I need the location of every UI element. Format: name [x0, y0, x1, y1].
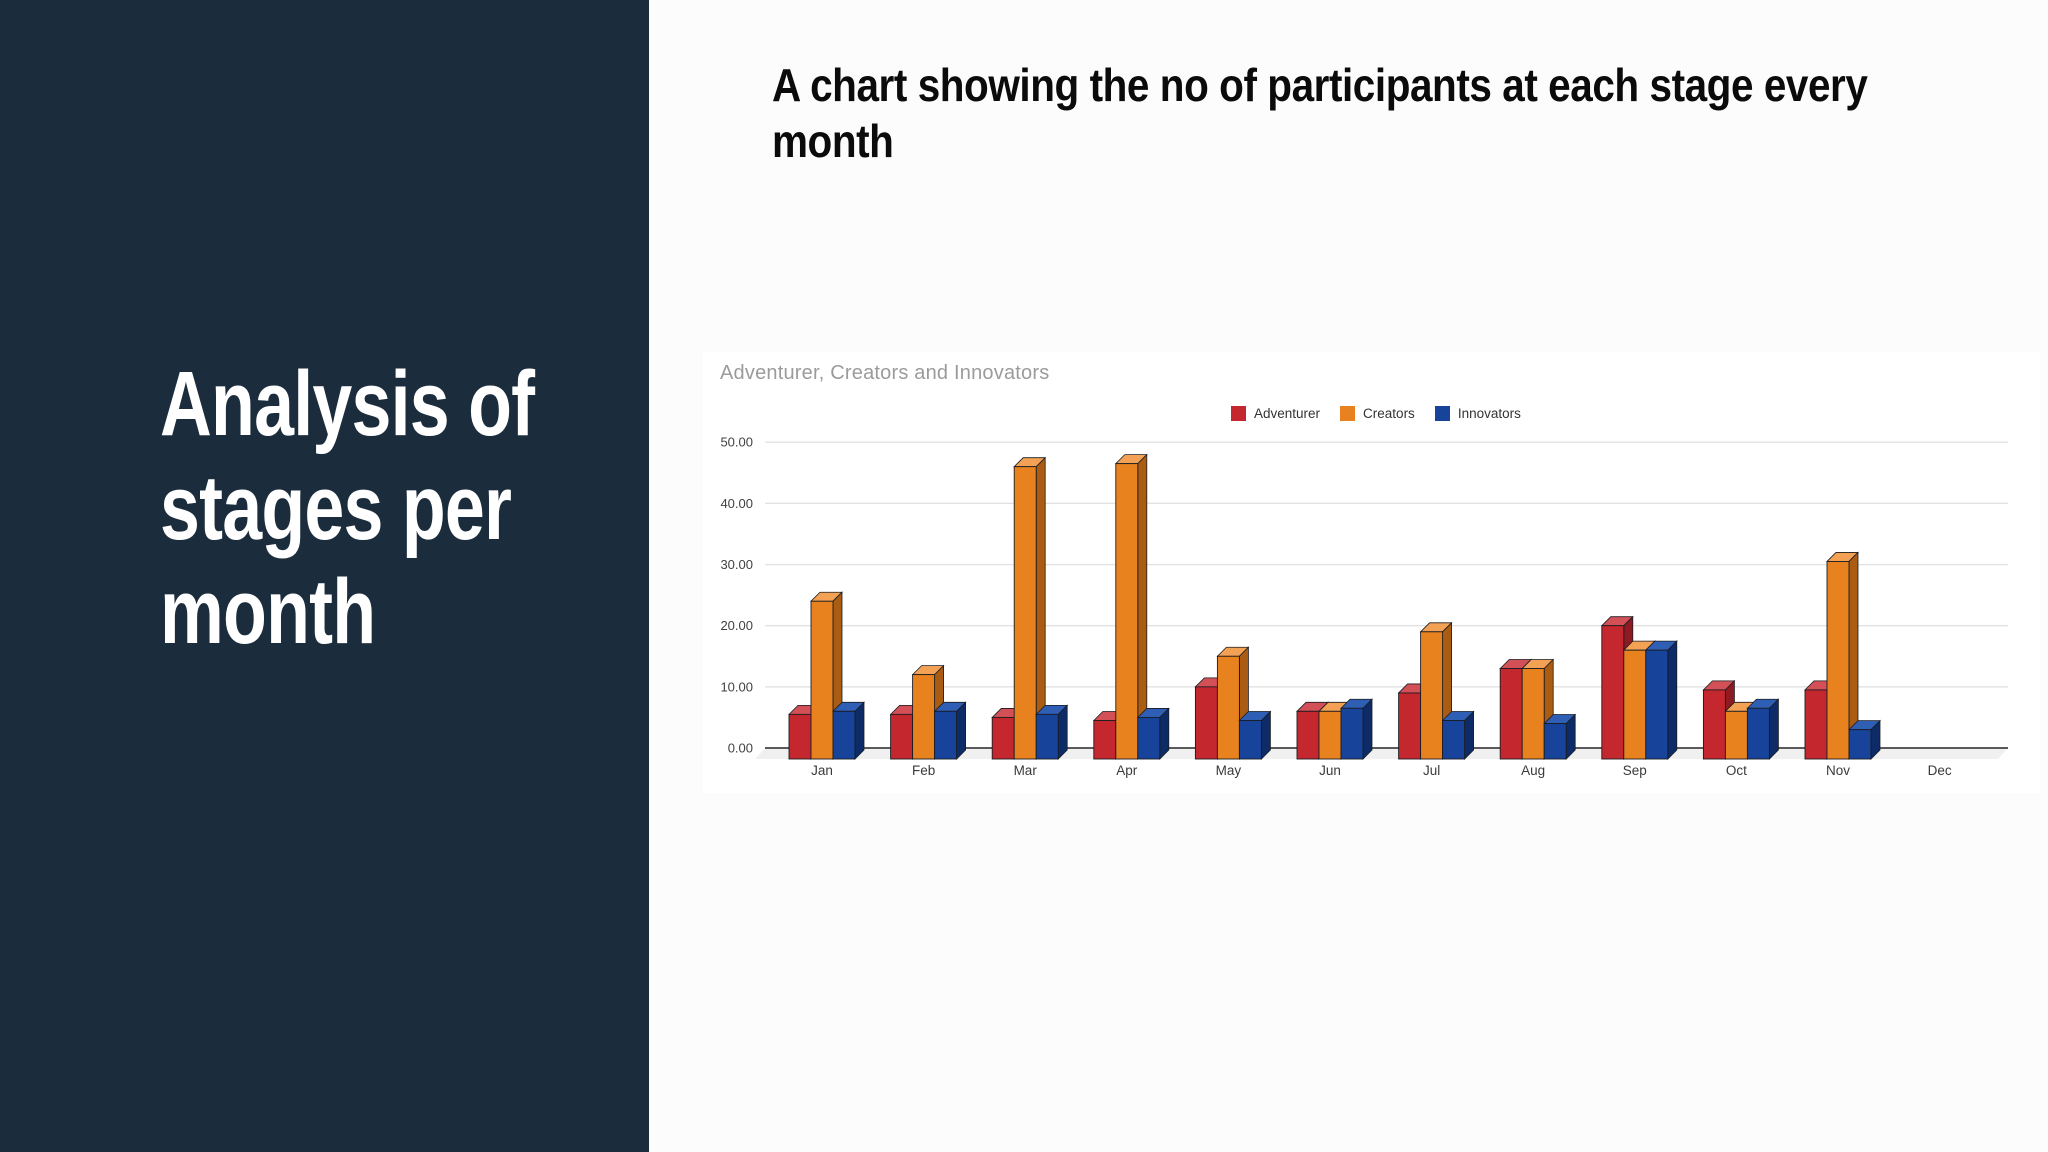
x-axis-month-label: Aug	[1521, 763, 1545, 778]
y-axis-tick-label: 40.00	[720, 496, 753, 511]
bar	[1746, 707, 1770, 760]
chart-legend: Adventurer Creators Innovators	[1231, 406, 1521, 421]
bar	[788, 713, 812, 760]
bar	[1296, 710, 1320, 760]
x-axis-month-label: Apr	[1116, 763, 1138, 778]
x-axis-month-label: Feb	[912, 763, 935, 778]
bar-side-face	[956, 701, 967, 760]
bar	[1035, 713, 1059, 760]
x-axis-month-label: Dec	[1928, 763, 1952, 778]
bar	[810, 600, 834, 760]
chart-title: Adventurer, Creators and Innovators	[720, 362, 1050, 384]
x-axis-month-label: Jun	[1319, 763, 1341, 778]
x-axis-month-label: Nov	[1826, 763, 1850, 778]
bar-side-face	[1667, 640, 1678, 760]
bar	[1601, 625, 1625, 760]
slide-title-line: stages per	[160, 457, 512, 559]
bar	[1848, 729, 1872, 760]
y-axis-tick-label: 10.00	[720, 679, 753, 694]
x-axis-month-label: Jan	[811, 763, 833, 778]
slide-title: Analysis of stages per month	[160, 352, 628, 664]
chart-card: Adventurer, Creators and Innovators Adve…	[703, 352, 2040, 793]
bar	[1826, 561, 1850, 760]
y-axis-tick-label: 0.00	[728, 741, 753, 756]
bar	[1724, 710, 1748, 760]
bar-side-face	[1769, 698, 1779, 760]
page-title-line: A chart showing the no of participants a…	[772, 59, 1868, 111]
bar	[832, 710, 856, 760]
slide-title-line: month	[160, 561, 376, 663]
bar-side-face	[1464, 710, 1474, 760]
bar	[1499, 668, 1523, 760]
bar	[1013, 466, 1037, 760]
bar	[1702, 689, 1726, 760]
x-axis-month-label: Jul	[1423, 763, 1440, 778]
bar	[1238, 720, 1262, 760]
bar-side-face	[1159, 707, 1170, 760]
bar	[1442, 720, 1466, 760]
bar	[1340, 707, 1364, 760]
x-axis-month-label: Sep	[1623, 763, 1647, 778]
legend-item: Adventurer	[1231, 406, 1320, 421]
bar-side-face	[1362, 698, 1373, 760]
bar	[1194, 686, 1218, 760]
bar	[1318, 710, 1342, 760]
bar	[1623, 649, 1647, 760]
bar	[1137, 716, 1161, 760]
bar	[1645, 649, 1669, 760]
legend-item: Creators	[1340, 406, 1415, 421]
page-title-line: month	[772, 115, 894, 167]
bar-chart: 0.00 10.00 20.00 30.00 40.00 50.00 Jan Feb Mar Ap…	[720, 435, 2008, 778]
legend-label: Innovators	[1457, 406, 1521, 421]
bar	[1420, 631, 1444, 760]
legend-label: Adventurer	[1254, 406, 1321, 421]
sidebar-panel: Analysis of stages per month	[0, 0, 649, 1152]
bar	[1216, 655, 1240, 760]
bar	[1093, 720, 1117, 760]
bar	[1804, 689, 1828, 760]
bar	[912, 674, 936, 760]
legend-swatch-icon	[1340, 406, 1356, 421]
legend-item: Innovators	[1434, 406, 1521, 421]
bar-side-face	[1057, 704, 1068, 760]
bar	[890, 713, 914, 760]
bar	[1398, 692, 1422, 760]
bar	[1521, 668, 1545, 760]
x-axis-month-label: Mar	[1014, 763, 1038, 778]
y-axis-tick-label: 20.00	[720, 618, 753, 633]
bar	[934, 710, 958, 760]
bar	[1115, 463, 1139, 760]
page-title: A chart showing the no of participants a…	[772, 57, 2048, 169]
bar	[991, 716, 1015, 760]
y-axis-tick-label: 30.00	[720, 557, 753, 572]
x-axis-month-label: Oct	[1726, 763, 1747, 778]
chart-floor	[755, 748, 2008, 759]
bar	[1543, 723, 1567, 760]
x-axis-month-label: May	[1216, 763, 1242, 778]
main-area: A chart showing the no of participants a…	[649, 0, 2048, 1152]
bar-side-face	[1261, 710, 1271, 760]
legend-swatch-icon	[1231, 406, 1246, 421]
legend-label: Creators	[1363, 406, 1415, 421]
bar-side-face	[854, 701, 865, 760]
slide-title-line: Analysis of	[160, 353, 535, 455]
y-axis-tick-label: 50.00	[720, 435, 753, 450]
legend-swatch-icon	[1434, 406, 1450, 421]
